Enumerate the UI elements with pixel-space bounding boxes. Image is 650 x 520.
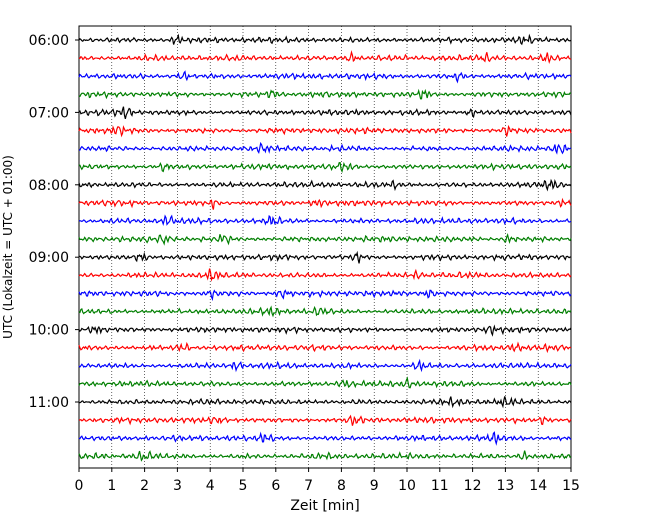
x-tick-label: 4: [206, 478, 215, 494]
x-tick-label: 2: [140, 478, 149, 494]
trace-1030: [78, 358, 572, 373]
y-tick-label: 07:00: [29, 105, 69, 121]
y-tick-label: 10:00: [29, 323, 69, 339]
x-axis-label: Zeit [min]: [290, 498, 359, 514]
trace-0800: [78, 178, 572, 192]
trace-1145: [78, 450, 572, 462]
trace-0845: [78, 233, 572, 246]
x-tick-label: 12: [464, 478, 482, 494]
y-tick-label: 08:00: [29, 178, 69, 194]
trace-1000: [78, 324, 572, 337]
trace-0745: [78, 161, 572, 174]
y-tick-label: 09:00: [29, 250, 69, 266]
trace-0930: [78, 289, 572, 302]
x-tick-label: 10: [398, 478, 416, 494]
x-axis-ticks: 0 1 2 3 4 5 6 7 8 9 10 11 12 13 14 15: [75, 468, 580, 494]
x-tick-label: 7: [304, 478, 313, 494]
x-tick-label: 14: [529, 478, 547, 494]
x-tick-label: 8: [337, 478, 346, 494]
x-tick-label: 13: [496, 478, 514, 494]
y-tick-label: 11:00: [29, 395, 69, 411]
trace-0600: [78, 33, 572, 46]
x-tick-label: 3: [173, 478, 182, 494]
x-tick-label: 6: [271, 478, 280, 494]
trace-0830: [78, 214, 572, 227]
trace-0715: [78, 124, 572, 138]
trace-1045: [78, 376, 572, 389]
trace-0815: [78, 197, 572, 210]
trace-1130: [78, 431, 572, 446]
y-tick-label: 06:00: [29, 33, 69, 49]
y-axis-label: UTC (Lokalzeit = UTC + 01:00): [1, 155, 15, 339]
trace-0900: [78, 250, 572, 264]
trace-1115: [78, 414, 572, 426]
trace-0645: [78, 88, 572, 100]
x-tick-label: 11: [431, 478, 449, 494]
x-tick-label: 9: [370, 478, 379, 494]
trace-0630: [78, 70, 572, 84]
trace-0730: [79, 141, 572, 155]
trace-0945: [78, 305, 572, 318]
x-tick-label: 5: [239, 478, 248, 494]
x-tick-label: 15: [562, 478, 580, 494]
trace-0700: [78, 106, 572, 120]
trace-1015: [78, 341, 572, 354]
x-tick-label: 1: [107, 478, 116, 494]
trace-1100: [78, 396, 572, 409]
x-tick-label: 0: [75, 478, 84, 494]
trace-group: [78, 33, 572, 462]
trace-0915: [78, 268, 572, 282]
plot-area-border: [78, 25, 572, 469]
trace-0615: [78, 49, 572, 64]
y-axis-ticks: 06:00 07:00 08:00 09:00 10:00 11:00: [29, 33, 79, 411]
